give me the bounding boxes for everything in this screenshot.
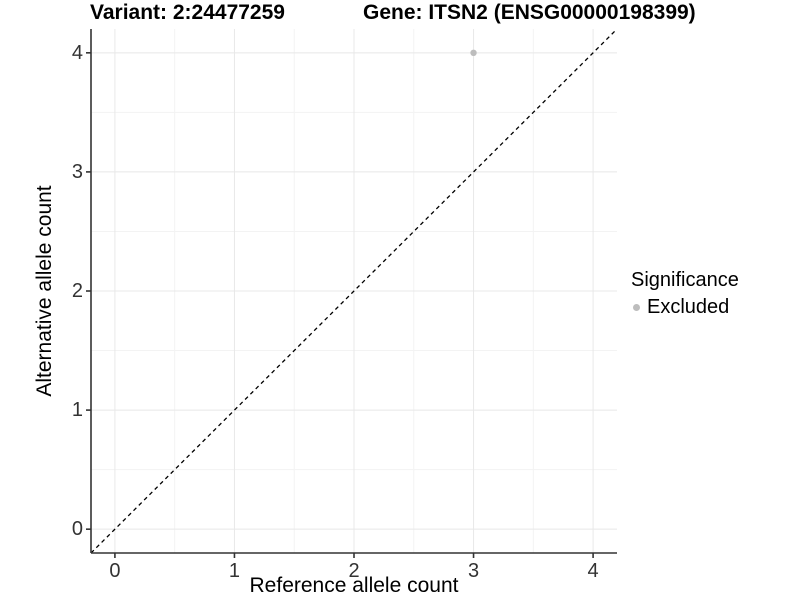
x-tick-label-1: 1: [228, 560, 241, 582]
legend-key-dot-icon: [633, 303, 640, 311]
y-tick-label-1: 1: [71, 399, 83, 422]
data-point: [470, 49, 477, 57]
x-tick-label-3: 3: [467, 560, 480, 582]
identity-reference-line: [90, 28, 618, 554]
legend-title: Significance: [631, 269, 739, 291]
legend-item-excluded: Excluded: [631, 295, 739, 319]
x-tick-label-0: 0: [109, 560, 121, 582]
y-tick-label-0: 0: [71, 518, 83, 541]
plot-title-gene: Gene: ITSN2 (ENSG00000198399): [363, 1, 696, 24]
y-tick-label-2: 2: [71, 280, 83, 302]
plot-title-variant: Variant: 2:24477259: [90, 1, 285, 24]
y-tick-label-4: 4: [71, 41, 83, 64]
legend-item-label: Excluded: [647, 296, 730, 318]
x-axis-label: Reference allele count: [249, 574, 459, 597]
x-tick-label-4: 4: [587, 560, 599, 582]
y-axis-label: Alternative allele count: [33, 185, 56, 397]
legend: Significance Excluded: [631, 268, 739, 319]
x-tick-label-2: 2: [348, 560, 360, 582]
y-tick-label-3: 3: [71, 160, 83, 183]
